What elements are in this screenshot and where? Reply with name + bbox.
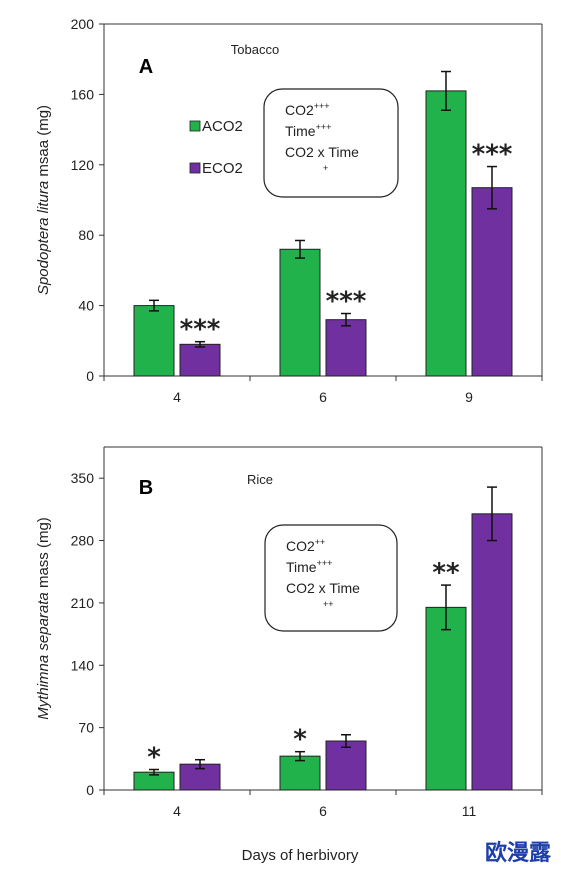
significance-mark: *** bbox=[180, 315, 221, 345]
panel-letter: A bbox=[139, 56, 153, 78]
stats-line: CO2+++ bbox=[285, 101, 330, 118]
x-tick-label: 6 bbox=[319, 389, 327, 405]
watermark-logo: 欧漫露 bbox=[485, 840, 552, 866]
x-tick-label: 4 bbox=[173, 389, 181, 405]
x-tick-label: 11 bbox=[462, 803, 477, 819]
legend-swatch-aco2 bbox=[189, 120, 201, 132]
stats-subscript: ++ bbox=[323, 599, 334, 609]
y-axis-label: Mythimna separata mass (mg) bbox=[35, 517, 52, 720]
y-tick-label: 280 bbox=[71, 533, 95, 549]
significance-mark: * bbox=[293, 725, 307, 755]
x-axis-label: Days of herbivory bbox=[242, 847, 359, 864]
significance-mark: * bbox=[147, 743, 161, 773]
stats-subscript: + bbox=[323, 163, 328, 173]
bar-aco2 bbox=[279, 755, 321, 791]
stats-box bbox=[263, 88, 399, 198]
bar-aco2 bbox=[425, 90, 467, 377]
legend-label-eco2: ECO2 bbox=[202, 160, 243, 177]
legend-label-aco2: ACO2 bbox=[202, 118, 243, 135]
x-tick-label: 6 bbox=[319, 803, 327, 819]
bar-aco2 bbox=[279, 248, 321, 377]
y-tick-label: 200 bbox=[71, 16, 95, 32]
bar-eco2 bbox=[179, 343, 221, 377]
bar-eco2 bbox=[325, 319, 367, 377]
panel-letter: B bbox=[139, 477, 153, 499]
stats-line: Time+++ bbox=[285, 122, 331, 139]
stats-line: CO2 x Time bbox=[285, 144, 359, 160]
bar-aco2 bbox=[133, 305, 175, 377]
y-tick-label: 140 bbox=[71, 657, 95, 673]
y-tick-label: 70 bbox=[78, 720, 94, 736]
y-tick-label: 40 bbox=[78, 298, 94, 314]
bar-eco2 bbox=[325, 740, 367, 791]
bar-eco2 bbox=[471, 513, 513, 791]
stats-line: Time+++ bbox=[286, 558, 332, 575]
stats-box bbox=[264, 524, 398, 632]
panel-a-chart: 0 40 80 120 160 200 4 6 9 *** *** *** A Tobacco Spodop… bbox=[35, 16, 543, 405]
bar-aco2 bbox=[425, 606, 467, 791]
x-tick-label: 4 bbox=[173, 803, 181, 819]
y-tick-label: 0 bbox=[86, 368, 94, 384]
stats-line: CO2 x Time bbox=[286, 580, 360, 596]
significance-mark: ** bbox=[432, 558, 460, 588]
bar-eco2 bbox=[471, 187, 513, 377]
legend-swatch-eco2 bbox=[189, 162, 201, 174]
significance-mark: *** bbox=[472, 140, 513, 170]
y-axis-label: Spodoptera litura msaa (mg) bbox=[35, 105, 52, 295]
panel-title: Tobacco bbox=[231, 42, 279, 57]
bar-eco2 bbox=[179, 763, 221, 791]
y-tick-label: 0 bbox=[86, 782, 94, 798]
y-tick-label: 80 bbox=[78, 227, 94, 243]
stats-line: CO2++ bbox=[286, 537, 325, 554]
panel-title: Rice bbox=[247, 472, 273, 487]
significance-mark: *** bbox=[326, 287, 367, 317]
y-tick-label: 350 bbox=[71, 470, 95, 486]
y-tick-label: 120 bbox=[71, 157, 95, 173]
y-tick-label: 210 bbox=[71, 595, 95, 611]
y-tick-label: 160 bbox=[71, 86, 95, 102]
x-tick-label: 9 bbox=[465, 389, 473, 405]
